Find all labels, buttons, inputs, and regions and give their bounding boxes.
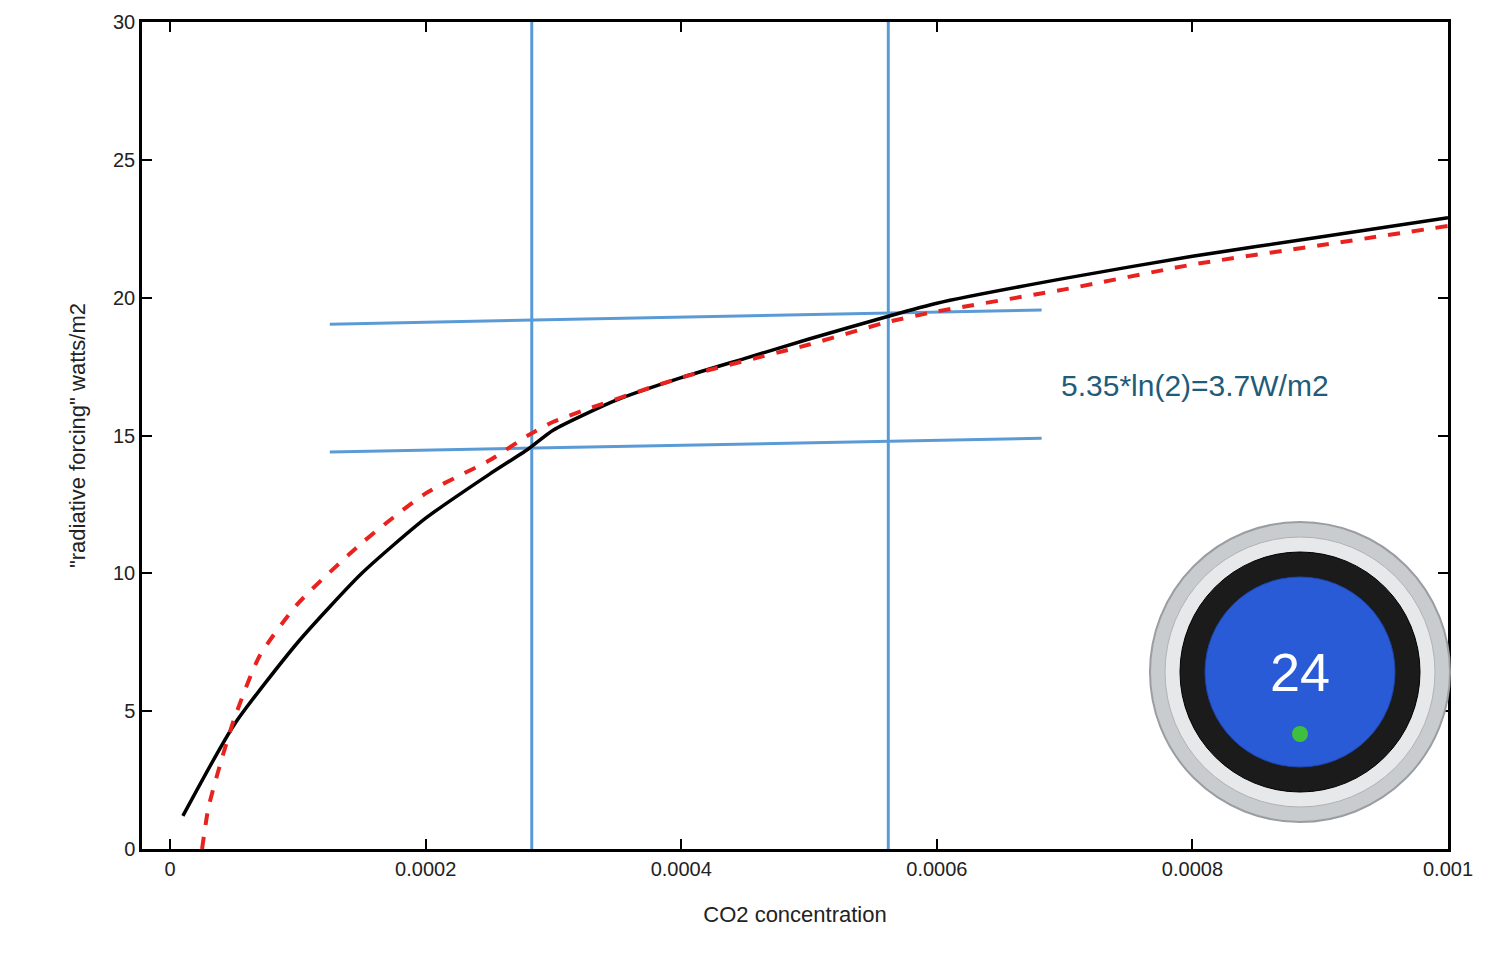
svg-text:24: 24 [1270,642,1330,702]
svg-text:0.0004: 0.0004 [651,858,712,880]
svg-text:0.0002: 0.0002 [395,858,456,880]
svg-text:15: 15 [113,425,135,447]
svg-text:5: 5 [124,700,135,722]
svg-text:25: 25 [113,149,135,171]
svg-text:CO2 concentration: CO2 concentration [703,902,886,927]
svg-text:10: 10 [113,562,135,584]
svg-text:"radiative forcing" watts/m2: "radiative forcing" watts/m2 [65,303,90,568]
svg-text:0: 0 [165,858,176,880]
svg-text:0: 0 [124,838,135,860]
svg-text:0.0006: 0.0006 [906,858,967,880]
svg-text:5.35*ln(2)=3.7W/m2: 5.35*ln(2)=3.7W/m2 [1061,369,1329,402]
svg-text:0.0008: 0.0008 [1162,858,1223,880]
svg-text:0.001: 0.001 [1423,858,1473,880]
svg-text:30: 30 [113,11,135,33]
svg-text:20: 20 [113,287,135,309]
